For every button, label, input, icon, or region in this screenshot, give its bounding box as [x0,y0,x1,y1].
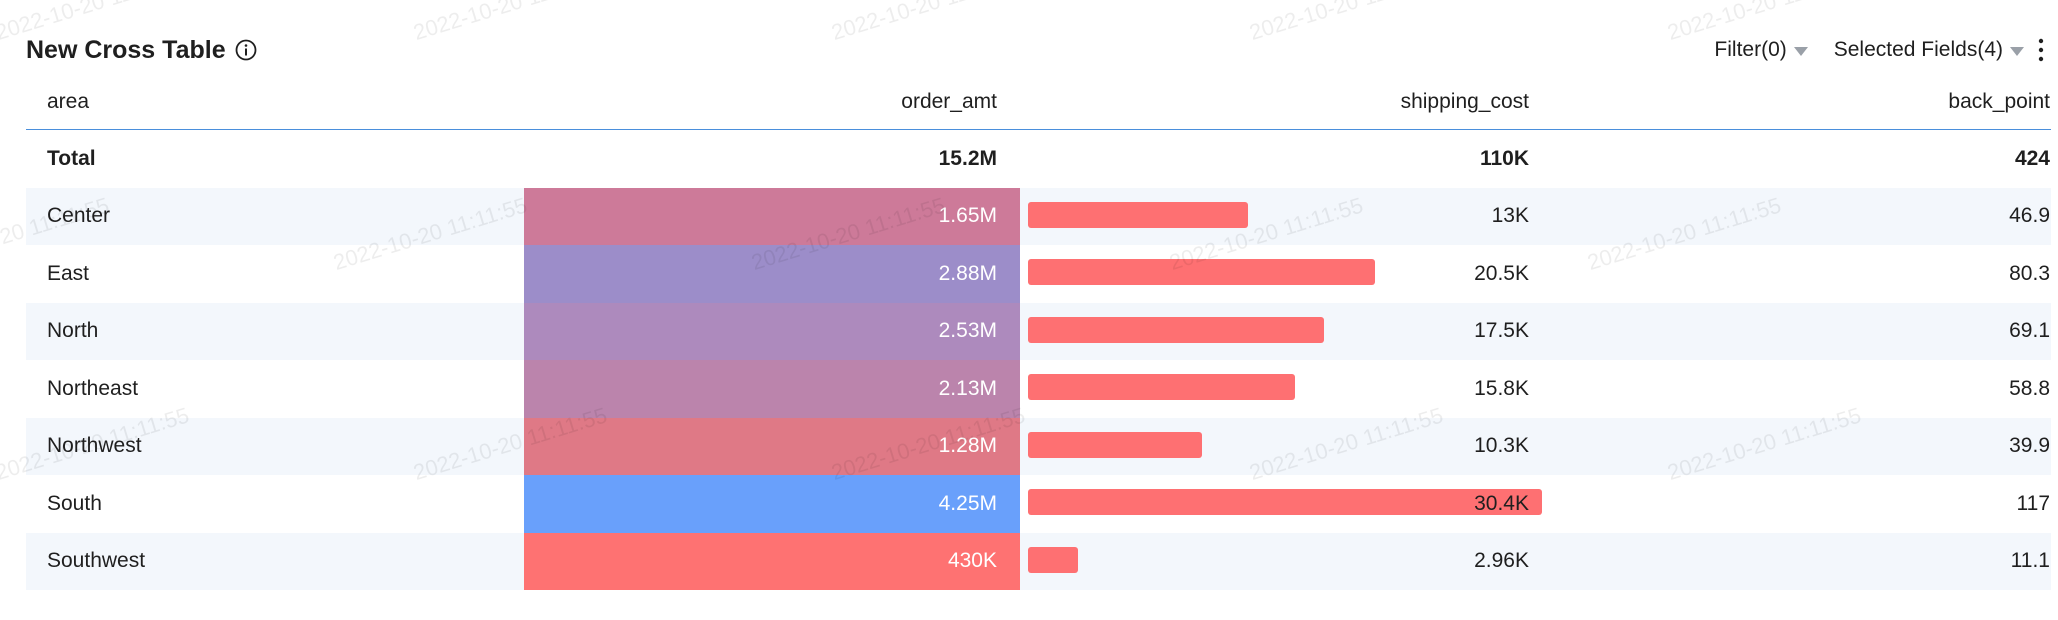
table-header-row: area order_amt shipping_cost back_point [26,74,2051,130]
shipping-cost-value: 2.96K [1474,549,1529,573]
area-cell: North [47,319,99,343]
cross-table: area order_amt shipping_cost back_point … [26,74,2051,590]
shipping-cost-value: 20.5K [1474,261,1529,285]
table-row[interactable]: North 2.53M 17.5K 69.1 [26,302,2051,360]
table-row[interactable]: Southwest 430K 2.96K 11.1 [26,532,2051,590]
order-amt-value: 1.65M [938,204,997,228]
table-body: Center 1.65M 13K 46.9 East 2.88M 20.5K 80.3 Nort… [26,187,2051,590]
back-point-value: 117 [2016,491,2050,515]
order-amt-heat-cell [524,360,1020,418]
page-title: New Cross Table [26,35,226,64]
shipping-cost-value: 13K [1491,204,1529,228]
shipping-cost-value: 15.8K [1474,376,1529,400]
caret-down-icon [1793,46,1808,56]
filter-dropdown[interactable]: Filter(0) [1714,38,1808,62]
order-amt-value: 2.13M [938,376,997,400]
order-amt-value: 430K [947,549,997,573]
column-header-back-point[interactable]: back_point [1948,89,2050,113]
back-point-value: 69.1 [2009,319,2050,343]
shipping-cost-bar [1028,201,1248,228]
column-header-area[interactable]: area [47,89,90,113]
more-vertical-icon[interactable] [2036,37,2046,63]
total-shipping-cost: 110K [1479,146,1529,170]
total-label: Total [47,146,96,170]
shipping-cost-value: 30.4K [1474,491,1529,515]
shipping-cost-bar [1028,489,1542,515]
selected-fields-dropdown[interactable]: Selected Fields(4) [1834,38,2024,62]
order-amt-heat-cell [524,245,1020,303]
area-cell: South [47,491,102,515]
shipping-cost-value: 10.3K [1474,434,1529,458]
total-row: Total 15.2M 110K 424 [26,130,2051,188]
back-point-value: 58.8 [2009,376,2050,400]
total-back-point: 424 [2014,146,2050,170]
shipping-cost-bar [1028,316,1324,343]
order-amt-value: 2.53M [938,319,997,343]
order-amt-heat-cell [524,532,1020,590]
area-cell: Southwest [47,549,146,573]
table-header-bar: New Cross Table Filter(0) Selected Field… [26,30,2046,70]
back-point-value: 80.3 [2009,261,2050,285]
caret-down-icon [2010,46,2024,56]
shipping-cost-value: 17.5K [1474,319,1529,343]
area-cell: Northwest [47,434,142,458]
selected-fields-label: Selected Fields(4) [1833,38,2003,61]
order-amt-value: 4.25M [938,491,997,515]
column-header-order-amt[interactable]: order_amt [901,89,997,113]
order-amt-value: 2.88M [938,261,997,285]
area-cell: East [47,261,90,285]
shipping-cost-bar [1028,431,1202,458]
shipping-cost-bar [1028,259,1375,285]
order-amt-heat-cell [524,417,1020,475]
order-amt-heat-cell [524,187,1020,245]
shipping-cost-bar [1028,374,1295,400]
table-row[interactable]: East 2.88M 20.5K 80.3 [26,245,2051,303]
table-row[interactable]: Center 1.65M 13K 46.9 [26,187,2051,245]
table-row[interactable]: Northeast 2.13M 15.8K 58.8 [26,360,2051,418]
shipping-cost-bar [1028,546,1078,573]
back-point-value: 46.9 [2009,204,2050,228]
table-row[interactable]: Northwest 1.28M 10.3K 39.9 [26,417,2051,475]
back-point-value: 11.1 [2010,549,2050,573]
order-amt-value: 1.28M [938,434,997,458]
filter-label: Filter(0) [1714,38,1787,61]
area-cell: Center [47,204,111,228]
back-point-value: 39.9 [2009,434,2050,458]
area-cell: Northeast [47,376,139,400]
column-header-shipping-cost[interactable]: shipping_cost [1400,89,1529,113]
info-icon[interactable] [235,39,257,61]
order-amt-heat-cell [524,302,1020,360]
order-amt-heat-cell [524,475,1020,533]
title-group: New Cross Table [26,30,257,70]
total-order-amt: 15.2M [938,146,997,170]
table-row[interactable]: South 4.25M 30.4K 117 [26,475,2051,533]
header-controls: Filter(0) Selected Fields(4) [1714,30,2046,70]
